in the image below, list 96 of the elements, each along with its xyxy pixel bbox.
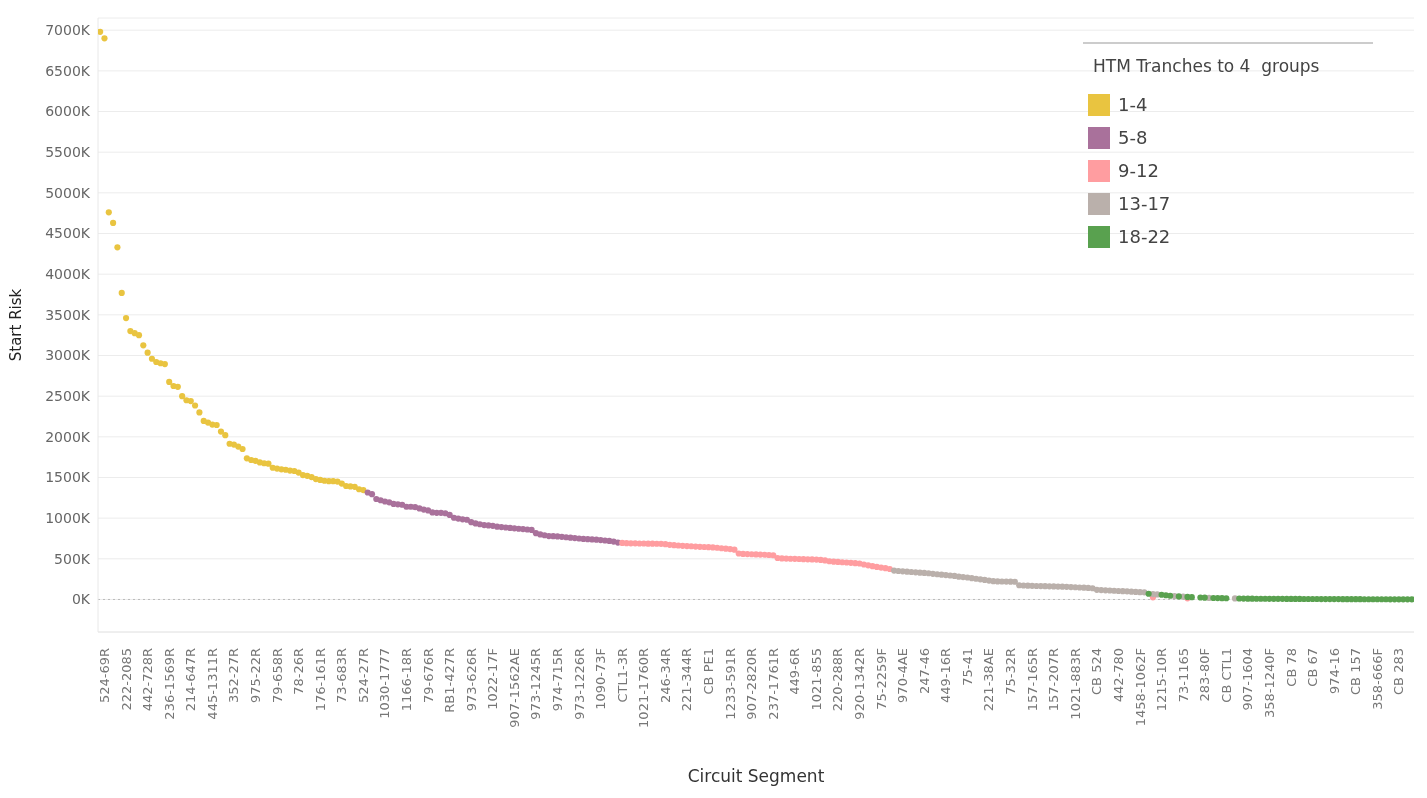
x-tick-label: 247-46 bbox=[916, 648, 932, 695]
x-tick-label: 973-1245R bbox=[528, 648, 544, 720]
x-tick-label: 1458-1062F bbox=[1132, 648, 1148, 727]
legend-title: HTM Tranches to 4 groups bbox=[1083, 42, 1373, 88]
x-tick-label: 445-1311R bbox=[204, 648, 220, 720]
x-tick-label: 1021-1760R bbox=[636, 648, 652, 728]
x-tick-label: 442-780 bbox=[1110, 648, 1126, 703]
y-tick-label: 500K bbox=[54, 550, 91, 567]
x-tick-label: CTL1-3R bbox=[614, 648, 630, 703]
x-tick-label: 221-344R bbox=[679, 648, 695, 712]
legend-label: 13-17 bbox=[1118, 193, 1171, 214]
x-tick-label: 524-27R bbox=[355, 648, 371, 704]
x-tick-label: 352-27R bbox=[226, 648, 242, 704]
y-tick-label: 5000K bbox=[45, 184, 91, 201]
x-tick-label: 176-161R bbox=[312, 648, 328, 712]
point bbox=[1201, 594, 1208, 601]
x-tick-label: 1030-1777 bbox=[377, 648, 393, 719]
point bbox=[1188, 594, 1195, 601]
point bbox=[528, 526, 535, 534]
point bbox=[1145, 590, 1152, 597]
y-tick-label: 6000K bbox=[45, 103, 91, 120]
x-tick-label: 75-32R bbox=[1003, 648, 1019, 695]
point bbox=[1318, 595, 1325, 603]
x-tick-label: 79-676R bbox=[420, 648, 436, 704]
x-tick-label: 220-288R bbox=[830, 648, 846, 712]
x-tick-label: 1021-883R bbox=[1067, 648, 1083, 720]
legend-label: 5-8 bbox=[1118, 127, 1148, 148]
point bbox=[463, 516, 470, 523]
y-axis-title: Start Risk bbox=[7, 288, 26, 362]
y-tick-label: 3000K bbox=[45, 347, 91, 364]
x-tick-label: 73-1165 bbox=[1175, 648, 1191, 703]
x-tick-label: 1233-591R bbox=[722, 648, 738, 720]
x-tick-label: 973-1226R bbox=[571, 648, 587, 720]
x-tick-label: 358-1240F bbox=[1261, 648, 1277, 719]
x-tick-label: RB1-427R bbox=[442, 648, 458, 713]
x-tick-label: 237-1761R bbox=[765, 648, 781, 720]
x-tick-label: 75-41 bbox=[959, 648, 975, 686]
x-tick-label: CB 157 bbox=[1348, 648, 1364, 695]
x-tick-label: 975-22R bbox=[247, 648, 263, 704]
x-tick-label: 974-715R bbox=[550, 648, 566, 712]
y-tick-label: 1000K bbox=[45, 510, 91, 527]
x-tick-label: 157-165R bbox=[1024, 648, 1040, 712]
x-tick-label: 1021-855 bbox=[808, 648, 824, 711]
x-tick-label: 970-4AE bbox=[895, 648, 911, 703]
x-tick-label: 79-658R bbox=[269, 648, 285, 704]
y-tick-label: 3500K bbox=[45, 306, 91, 323]
x-tick-label: CB 78 bbox=[1283, 648, 1299, 687]
x-tick-label: 974-16 bbox=[1326, 648, 1342, 695]
x-tick-label: 449-6R bbox=[787, 648, 803, 695]
x-tick-label: 1166-18R bbox=[399, 648, 414, 712]
x-tick-label: 283-80F bbox=[1197, 648, 1213, 702]
x-tick-label: 442-728R bbox=[140, 648, 156, 712]
x-tick-label: CB CTL1 bbox=[1218, 648, 1234, 703]
y-tick-label: 6500K bbox=[45, 62, 91, 79]
y-tick-label: 1500K bbox=[45, 469, 91, 486]
x-tick-label: CB 524 bbox=[1089, 648, 1105, 695]
point bbox=[1175, 593, 1182, 600]
x-tick-label: 1022-17F bbox=[485, 648, 501, 710]
point bbox=[1167, 592, 1174, 599]
x-tick-label: 221-38AE bbox=[981, 648, 997, 712]
point bbox=[446, 511, 453, 518]
x-tick-label: 236-1569R bbox=[161, 648, 177, 720]
y-tick-label: 2000K bbox=[45, 428, 91, 445]
point bbox=[1223, 595, 1230, 602]
x-tick-label: 358-666F bbox=[1369, 648, 1385, 710]
x-tick-label: 222-2085 bbox=[118, 648, 134, 711]
x-tick-label: CB 67 bbox=[1305, 648, 1321, 687]
legend-label: 9-12 bbox=[1118, 160, 1159, 181]
y-tick-label: 7000K bbox=[45, 22, 91, 39]
x-tick-label: 157-207R bbox=[1046, 648, 1062, 712]
legend-label: 18-22 bbox=[1118, 226, 1171, 247]
x-tick-label: 78-26R bbox=[291, 648, 307, 695]
x-tick-label: 907-2820R bbox=[744, 648, 760, 720]
y-tick-label: 4000K bbox=[45, 266, 91, 283]
y-tick-label: 2500K bbox=[45, 388, 91, 405]
legend-label: 1-4 bbox=[1118, 94, 1148, 115]
x-tick-label: 920-1342R bbox=[852, 648, 868, 720]
y-tick-label: 5500K bbox=[45, 144, 91, 161]
y-tick-label: 4500K bbox=[45, 225, 91, 242]
x-tick-label: CB PE1 bbox=[701, 648, 717, 695]
x-tick-label: 524-69R bbox=[96, 648, 112, 704]
x-tick-label: 75-2259F bbox=[873, 648, 889, 710]
x-tick-label: CB 283 bbox=[1391, 648, 1407, 695]
x-tick-label: 449-16R bbox=[938, 648, 954, 704]
x-tick-label: 1215-10R bbox=[1154, 648, 1170, 712]
point bbox=[1408, 596, 1414, 603]
x-tick-label: 214-647R bbox=[183, 648, 199, 712]
x-tick-label: 973-626R bbox=[463, 648, 479, 712]
point bbox=[368, 491, 376, 498]
x-axis-title: Circuit Segment bbox=[687, 766, 825, 786]
x-tick-label: 246-34R bbox=[657, 648, 673, 704]
x-tick-label: 73-683R bbox=[334, 648, 350, 704]
x-tick-label: 907-1604 bbox=[1240, 648, 1256, 711]
x-tick-label: 1090-73F bbox=[593, 648, 609, 710]
y-tick-label: 0K bbox=[71, 591, 91, 608]
x-tick-label: 907-1562AE bbox=[506, 648, 522, 728]
